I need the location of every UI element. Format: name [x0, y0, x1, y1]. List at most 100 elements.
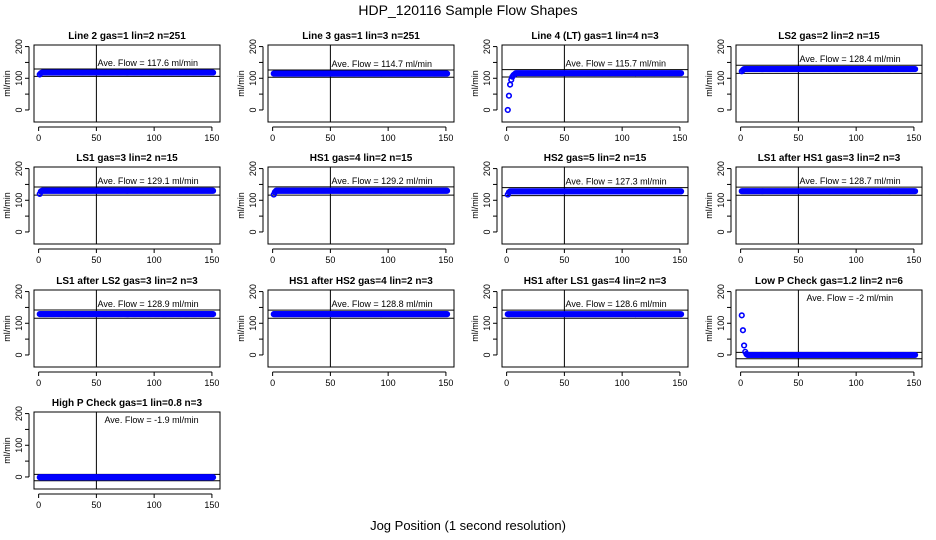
y-tick-label: 200 [482, 161, 492, 176]
x-tick-label: 150 [204, 500, 219, 510]
y-tick-label: 100 [716, 316, 726, 331]
y-tick-label: 100 [482, 193, 492, 208]
y-axis-label: ml/min [470, 70, 480, 97]
y-axis-label: ml/min [2, 315, 12, 342]
x-tick-label: 150 [204, 255, 219, 265]
panel: LS1 gas=3 lin=2 n=15 ml/min 0 100 200 0 50 100 1… [2, 153, 221, 265]
y-tick-label: 200 [716, 39, 726, 54]
x-tick-label: 50 [91, 500, 101, 510]
panel: HS1 after HS2 gas=4 lin=2 n=3 ml/min 0 100 2… [236, 276, 455, 388]
y-tick-label: 0 [248, 107, 258, 112]
x-tick-label: 50 [559, 255, 569, 265]
x-tick-label: 0 [270, 133, 275, 143]
y-tick-label: 200 [14, 39, 24, 54]
y-tick-label: 0 [14, 352, 24, 357]
y-tick-label: 200 [716, 284, 726, 299]
panel: HS2 gas=5 lin=2 n=15 ml/min 0 100 200 0 50 100 1… [470, 153, 689, 265]
y-tick-label: 200 [14, 284, 24, 299]
y-tick-label: 200 [482, 39, 492, 54]
plot-box [501, 166, 689, 245]
y-tick-label: 100 [248, 316, 258, 331]
y-tick-label: 200 [482, 284, 492, 299]
x-tick-label: 50 [325, 133, 335, 143]
x-tick-label: 100 [381, 133, 396, 143]
data-point [911, 65, 919, 73]
panel: Line 2 gas=1 lin=2 n=251 ml/min 0 100 200 0 50… [2, 31, 221, 143]
avg-flow-label: Ave. Flow = 114.7 ml/min [332, 59, 432, 69]
x-tick-label: 50 [91, 255, 101, 265]
x-tick-label: 100 [381, 378, 396, 388]
x-tick-label: 100 [147, 255, 162, 265]
x-tick-label: 0 [36, 255, 41, 265]
x-tick-label: 50 [325, 378, 335, 388]
y-tick-label: 0 [716, 352, 726, 357]
panel: HS1 gas=4 lin=2 n=15 ml/min 0 100 200 0 50 100 1… [236, 153, 455, 265]
x-tick-label: 0 [270, 378, 275, 388]
y-tick-label: 100 [14, 438, 24, 453]
avg-flow-label: Ave. Flow = 129.2 ml/min [332, 176, 433, 186]
y-tick-label: 0 [482, 107, 492, 112]
x-tick-label: 100 [615, 133, 630, 143]
x-tick-label: 150 [438, 378, 453, 388]
data-point [740, 342, 748, 349]
x-tick-label: 50 [559, 378, 569, 388]
panel: Line 4 (LT) gas=1 lin=4 n=3 ml/min 0 100 200… [470, 31, 689, 143]
y-tick-label: 0 [248, 229, 258, 234]
x-tick-label: 150 [672, 378, 687, 388]
panel-title: LS1 after HS1 gas=3 lin=2 n=3 [758, 153, 901, 164]
panel: LS2 gas=2 lin=2 n=15 ml/min 0 100 200 0 50 100 1… [704, 31, 923, 143]
y-tick-label: 100 [14, 71, 24, 86]
plot-box [735, 289, 923, 368]
panel-title: LS1 after LS2 gas=3 lin=2 n=3 [56, 276, 198, 287]
x-tick-label: 150 [204, 133, 219, 143]
panel: Line 3 gas=1 lin=3 n=251 ml/min 0 100 200 0 50… [236, 31, 455, 143]
plot-box [735, 44, 923, 123]
panel-title: Line 3 gas=1 lin=3 n=251 [302, 31, 420, 42]
panel-title: LS2 gas=2 lin=2 n=15 [778, 31, 880, 42]
x-tick-label: 50 [91, 133, 101, 143]
y-axis-label: ml/min [470, 192, 480, 219]
x-tick-label: 100 [147, 378, 162, 388]
y-tick-label: 100 [248, 71, 258, 86]
avg-flow-label: Ave. Flow = 128.6 ml/min [566, 299, 667, 309]
panel: LS1 after LS2 gas=3 lin=2 n=3 ml/min 0 100 2… [2, 276, 221, 388]
y-tick-label: 0 [482, 229, 492, 234]
x-tick-label: 150 [438, 255, 453, 265]
y-axis-label: ml/min [2, 192, 12, 219]
plot-box [501, 44, 689, 123]
avg-flow-label: Ave. Flow = -2 ml/min [806, 293, 893, 303]
data-point [443, 70, 451, 77]
x-tick-label: 100 [849, 255, 864, 265]
avg-flow-label: Ave. Flow = -1.9 ml/min [104, 415, 198, 425]
data-point [677, 188, 685, 195]
y-tick-label: 200 [14, 406, 24, 421]
x-tick-label: 100 [849, 133, 864, 143]
y-tick-label: 100 [482, 316, 492, 331]
data-point [209, 474, 217, 481]
panel-title: HS1 after LS1 gas=4 lin=2 n=3 [524, 276, 667, 287]
panel: High P Check gas=1 lin=0.8 n=3 ml/min 0 100… [2, 398, 221, 510]
avg-flow-label: Ave. Flow = 115.7 ml/min [566, 59, 666, 69]
avg-flow-label: Ave. Flow = 128.7 ml/min [800, 176, 901, 186]
plot-box [501, 289, 689, 368]
panel-title: Line 2 gas=1 lin=2 n=251 [68, 31, 186, 42]
data-point [739, 327, 747, 334]
x-tick-label: 50 [793, 378, 803, 388]
x-tick-label: 150 [906, 133, 921, 143]
data-point [738, 312, 745, 319]
avg-flow-label: Ave. Flow = 127.3 ml/min [566, 177, 667, 187]
x-tick-label: 50 [559, 133, 569, 143]
plot-box [33, 411, 221, 490]
x-tick-label: 0 [270, 255, 275, 265]
plot-box [267, 44, 455, 123]
x-tick-label: 50 [91, 378, 101, 388]
avg-flow-label: Ave. Flow = 128.8 ml/min [332, 299, 433, 309]
panel: HS1 after LS1 gas=4 lin=2 n=3 ml/min 0 100 2… [470, 276, 689, 388]
y-tick-label: 0 [716, 229, 726, 234]
y-axis-label: ml/min [236, 315, 246, 342]
y-axis-label: ml/min [704, 315, 714, 342]
x-tick-label: 50 [793, 133, 803, 143]
x-tick-label: 100 [147, 500, 162, 510]
data-point [209, 311, 217, 318]
